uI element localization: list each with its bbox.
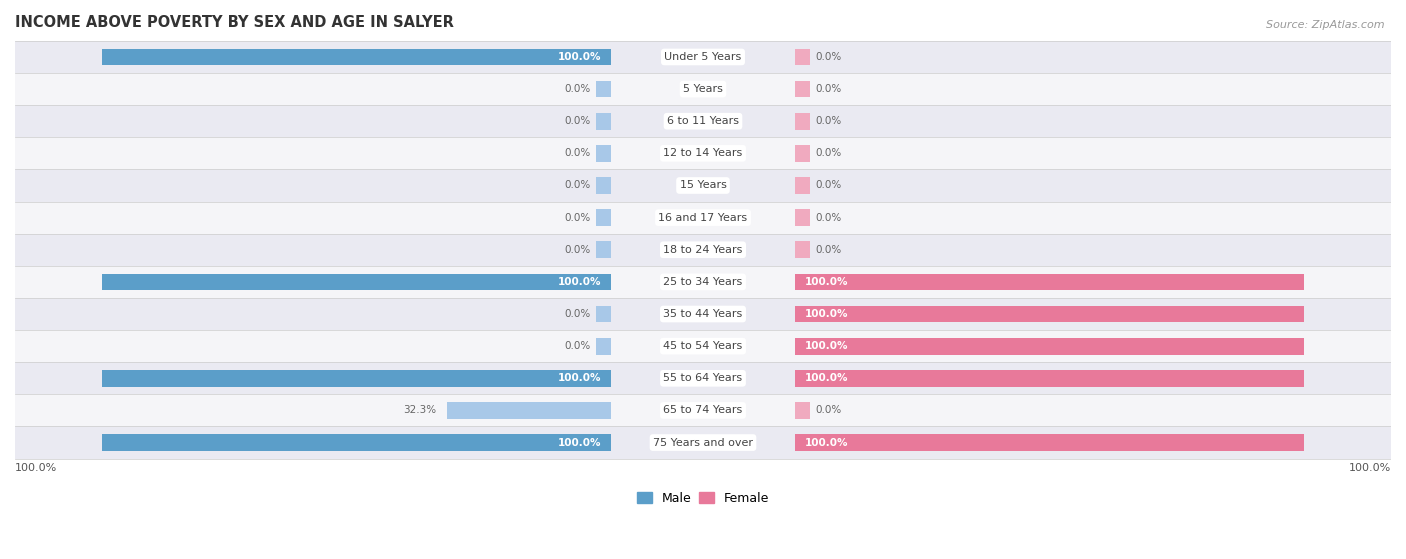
Text: 0.0%: 0.0% <box>565 212 591 222</box>
Text: INCOME ABOVE POVERTY BY SEX AND AGE IN SALYER: INCOME ABOVE POVERTY BY SEX AND AGE IN S… <box>15 15 454 30</box>
Bar <box>596 209 612 226</box>
Text: 0.0%: 0.0% <box>815 84 841 94</box>
Text: 16 and 17 Years: 16 and 17 Years <box>658 212 748 222</box>
Text: 0.0%: 0.0% <box>815 212 841 222</box>
Bar <box>15 330 1391 362</box>
Bar <box>794 145 810 162</box>
Bar <box>596 145 612 162</box>
Text: 35 to 44 Years: 35 to 44 Years <box>664 309 742 319</box>
Text: 0.0%: 0.0% <box>815 148 841 158</box>
Bar <box>794 370 1305 387</box>
Text: 100.0%: 100.0% <box>804 277 848 287</box>
Text: 5 Years: 5 Years <box>683 84 723 94</box>
Bar <box>447 402 612 419</box>
Bar <box>794 402 810 419</box>
Bar <box>794 434 1305 451</box>
Bar <box>794 49 810 65</box>
Text: 0.0%: 0.0% <box>565 84 591 94</box>
Text: 0.0%: 0.0% <box>815 245 841 255</box>
Bar <box>101 273 612 290</box>
Text: 100.0%: 100.0% <box>804 373 848 383</box>
Text: 100.0%: 100.0% <box>804 438 848 448</box>
Text: 100.0%: 100.0% <box>15 463 58 473</box>
Bar <box>794 306 1305 323</box>
Bar <box>15 394 1391 427</box>
Text: 6 to 11 Years: 6 to 11 Years <box>666 116 740 126</box>
Text: 45 to 54 Years: 45 to 54 Years <box>664 341 742 351</box>
Bar <box>101 370 612 387</box>
Legend: Male, Female: Male, Female <box>631 487 775 510</box>
Text: 100.0%: 100.0% <box>558 277 602 287</box>
Text: 75 Years and over: 75 Years and over <box>652 438 754 448</box>
Bar <box>101 434 612 451</box>
Text: 100.0%: 100.0% <box>558 373 602 383</box>
Bar <box>15 169 1391 202</box>
Text: 100.0%: 100.0% <box>804 341 848 351</box>
Bar <box>596 338 612 354</box>
Text: 100.0%: 100.0% <box>558 52 602 62</box>
Bar <box>15 41 1391 73</box>
Text: 0.0%: 0.0% <box>565 341 591 351</box>
Bar <box>794 113 810 130</box>
Text: 55 to 64 Years: 55 to 64 Years <box>664 373 742 383</box>
Text: 0.0%: 0.0% <box>565 309 591 319</box>
Text: 100.0%: 100.0% <box>804 309 848 319</box>
Text: 32.3%: 32.3% <box>404 405 436 415</box>
Bar <box>15 234 1391 266</box>
Text: Under 5 Years: Under 5 Years <box>665 52 741 62</box>
Bar <box>794 338 1305 354</box>
Bar <box>596 306 612 323</box>
Bar <box>794 241 810 258</box>
Text: 100.0%: 100.0% <box>1348 463 1391 473</box>
Text: 0.0%: 0.0% <box>815 181 841 191</box>
Text: 0.0%: 0.0% <box>815 405 841 415</box>
Bar <box>15 427 1391 458</box>
Bar <box>596 113 612 130</box>
Bar <box>15 266 1391 298</box>
Bar <box>15 73 1391 105</box>
Bar <box>15 202 1391 234</box>
Bar <box>15 362 1391 394</box>
Bar <box>596 177 612 194</box>
Text: 15 Years: 15 Years <box>679 181 727 191</box>
Text: Source: ZipAtlas.com: Source: ZipAtlas.com <box>1267 20 1385 30</box>
Bar <box>15 105 1391 138</box>
Bar <box>794 209 810 226</box>
Text: 0.0%: 0.0% <box>565 245 591 255</box>
Bar <box>596 80 612 97</box>
Text: 0.0%: 0.0% <box>815 116 841 126</box>
Bar <box>101 49 612 65</box>
Text: 0.0%: 0.0% <box>565 148 591 158</box>
Bar <box>794 273 1305 290</box>
Text: 12 to 14 Years: 12 to 14 Years <box>664 148 742 158</box>
Bar <box>15 138 1391 169</box>
Text: 65 to 74 Years: 65 to 74 Years <box>664 405 742 415</box>
Text: 25 to 34 Years: 25 to 34 Years <box>664 277 742 287</box>
Bar <box>15 298 1391 330</box>
Bar <box>794 80 810 97</box>
Text: 18 to 24 Years: 18 to 24 Years <box>664 245 742 255</box>
Text: 0.0%: 0.0% <box>565 116 591 126</box>
Text: 100.0%: 100.0% <box>558 438 602 448</box>
Bar <box>794 177 810 194</box>
Text: 0.0%: 0.0% <box>815 52 841 62</box>
Text: 0.0%: 0.0% <box>565 181 591 191</box>
Bar <box>596 241 612 258</box>
